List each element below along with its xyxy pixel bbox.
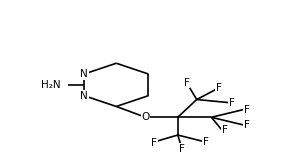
Text: F: F: [183, 78, 189, 88]
Text: F: F: [243, 105, 249, 115]
Text: N: N: [80, 69, 88, 79]
Text: O: O: [141, 112, 150, 122]
Text: F: F: [151, 138, 157, 148]
Text: F: F: [229, 98, 235, 108]
Text: F: F: [243, 120, 249, 130]
Text: F: F: [216, 83, 222, 93]
Text: N: N: [80, 91, 88, 101]
Text: F: F: [222, 125, 228, 135]
Text: H₂N: H₂N: [41, 80, 60, 90]
Text: F: F: [203, 137, 208, 147]
Text: F: F: [179, 144, 185, 154]
